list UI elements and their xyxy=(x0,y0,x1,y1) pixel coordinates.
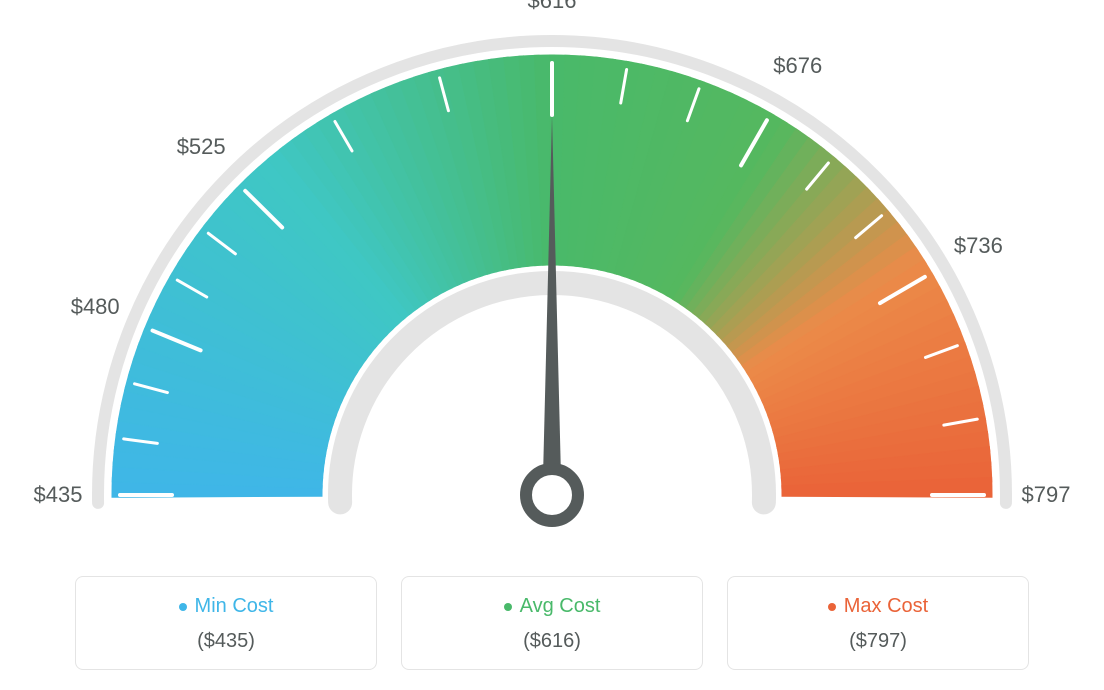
legend-dot-max xyxy=(828,603,836,611)
gauge-tick-label: $480 xyxy=(71,294,120,320)
legend-card-max: Max Cost ($797) xyxy=(727,576,1029,670)
gauge-tick-label: $616 xyxy=(528,0,577,14)
legend-value-max: ($797) xyxy=(728,630,1028,653)
gauge-tick-label: $676 xyxy=(773,53,822,79)
legend-dot-avg xyxy=(504,603,512,611)
legend-value-min: ($435) xyxy=(76,630,376,653)
cost-gauge-chart: $435 $480 $525 $616 $676 $736 $797 xyxy=(0,0,1104,560)
legend-card-avg: Avg Cost ($616) xyxy=(401,576,703,670)
legend-title-min: Min Cost xyxy=(195,595,274,618)
legend-title-avg: Avg Cost xyxy=(520,595,601,618)
gauge-tick-label: $435 xyxy=(34,482,83,508)
legend-dot-min xyxy=(179,603,187,611)
legend-title-max: Max Cost xyxy=(844,595,928,618)
legend-row: Min Cost ($435) Avg Cost ($616) Max Cost… xyxy=(0,576,1104,670)
gauge-tick-label: $797 xyxy=(1022,482,1071,508)
gauge-tick-label: $525 xyxy=(177,134,226,160)
legend-card-min: Min Cost ($435) xyxy=(75,576,377,670)
legend-value-avg: ($616) xyxy=(402,630,702,653)
gauge-tick-label: $736 xyxy=(954,233,1003,259)
